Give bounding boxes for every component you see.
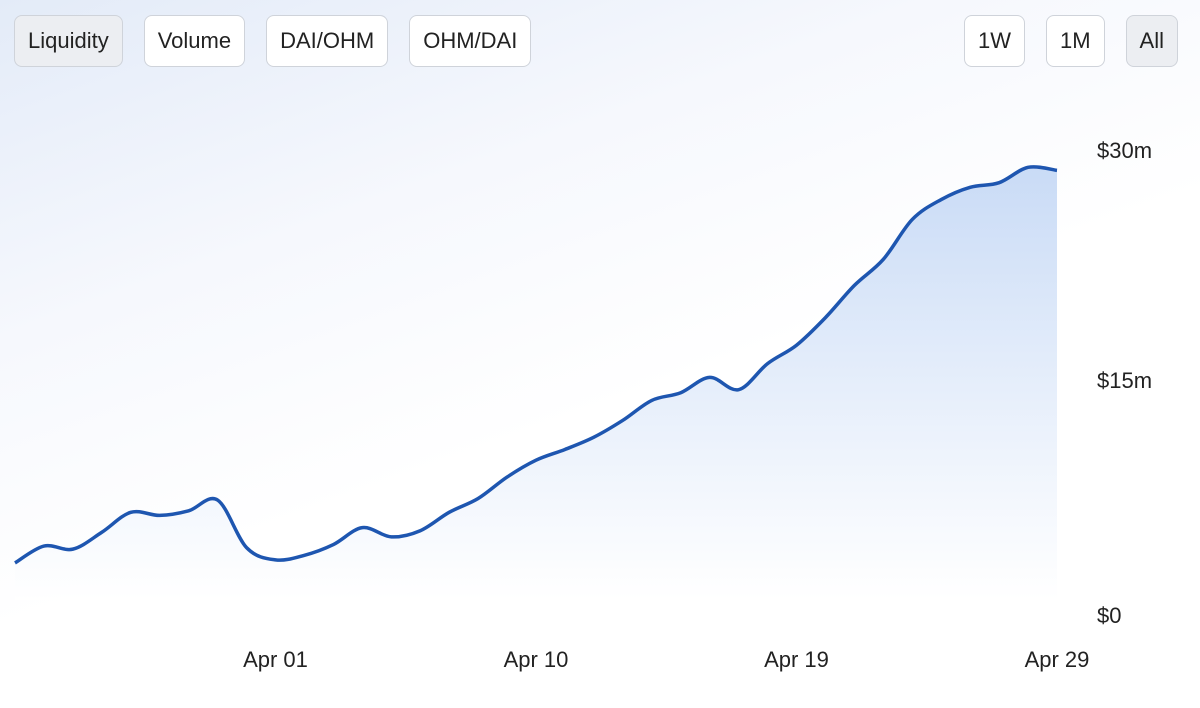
x-tick-label: Apr 29 — [1025, 647, 1090, 672]
range-button[interactable]: 1W — [963, 15, 1025, 67]
line — [14, 165, 1058, 565]
metric-button[interactable]: DAI/OHM — [266, 15, 389, 67]
area — [15, 166, 1057, 601]
y-tick-label: $0 — [1097, 603, 1121, 628]
x-tick-label: Apr 01 — [243, 647, 308, 672]
metric-button[interactable]: Liquidity — [14, 15, 123, 67]
range-tabs: 1W 1M All — [963, 15, 1178, 67]
x-tick-label: Apr 19 — [764, 647, 829, 672]
y-tick-label: $30m — [1097, 138, 1152, 163]
x-tick-label: Apr 10 — [504, 647, 569, 672]
range-button[interactable]: All — [1125, 15, 1178, 67]
y-tick-label: $15m — [1097, 368, 1152, 393]
metric-button[interactable]: Volume — [143, 15, 246, 67]
range-button[interactable]: 1M — [1045, 15, 1105, 67]
metric-button[interactable]: OHM/DAI — [409, 15, 532, 67]
metric-tabs: Liquidity Volume DAI/OHM OHM/DAI — [14, 15, 532, 67]
